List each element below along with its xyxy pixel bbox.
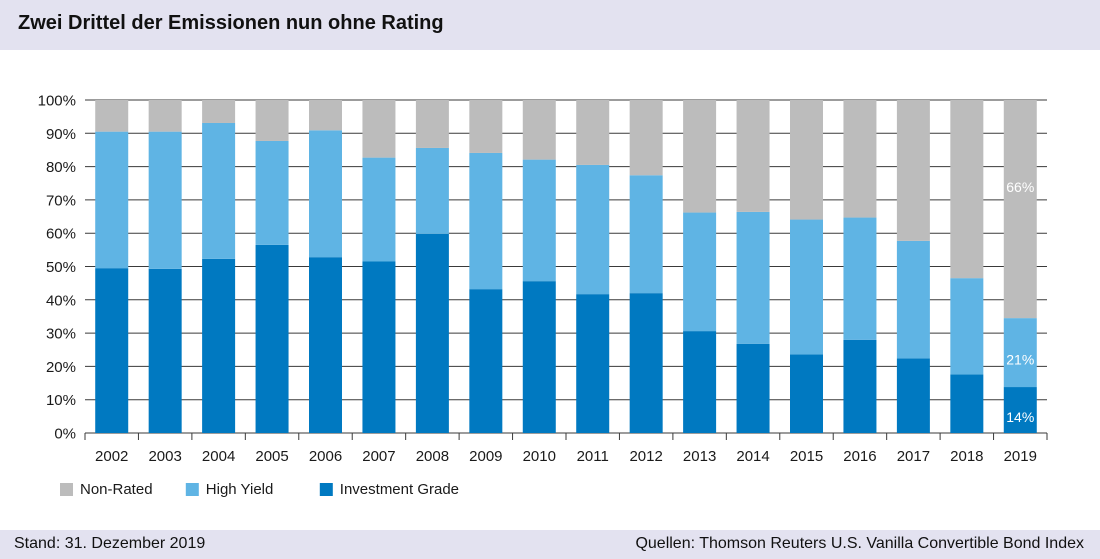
- legend-label: High Yield: [206, 481, 274, 498]
- legend-label: Non-Rated: [80, 481, 153, 498]
- footer-bar: Stand: 31. Dezember 2019 Quellen: Thomso…: [0, 530, 1100, 559]
- bar-non-rated-2005: [255, 100, 289, 141]
- bar-investment-grade-2006: [309, 257, 342, 433]
- y-tick-label: 100%: [38, 93, 76, 110]
- x-tick-label: 2007: [362, 448, 395, 465]
- y-tick-label: 30%: [46, 326, 76, 343]
- legend-swatch-high-yield: [185, 483, 199, 496]
- bar-high-yield-2014: [736, 211, 770, 344]
- x-tick-label: 2011: [577, 448, 609, 465]
- bar-high-yield-2017: [896, 240, 930, 359]
- legend-swatch-non-rated: [60, 483, 73, 496]
- data-label: 14%: [1006, 409, 1034, 425]
- y-tick-label: 90%: [46, 126, 76, 143]
- y-tick-label: 20%: [46, 359, 76, 376]
- bar-investment-grade-2007: [362, 261, 396, 433]
- x-tick-label: 2019: [1004, 448, 1037, 465]
- bar-high-yield-2018: [950, 278, 984, 375]
- bar-high-yield-2015: [790, 219, 823, 355]
- bar-high-yield-2004: [202, 122, 236, 259]
- bar-investment-grade-2002: [95, 268, 129, 433]
- bar-non-rated-2015: [790, 100, 823, 220]
- footer-source: Quellen: Thomson Reuters U.S. Vanilla Co…: [635, 535, 1084, 552]
- y-tick-label: 70%: [46, 192, 76, 209]
- bar-investment-grade-2011: [576, 294, 610, 433]
- bar-high-yield-2006: [309, 130, 342, 258]
- bar-non-rated-2014: [736, 100, 770, 212]
- bar-non-rated-2013: [683, 100, 717, 213]
- bar-non-rated-2012: [629, 100, 663, 176]
- bar-high-yield-2003: [148, 131, 182, 269]
- bar-high-yield-2008: [415, 147, 449, 234]
- y-tick-label: 60%: [46, 226, 76, 243]
- bar-high-yield-2002: [95, 131, 129, 269]
- bar-investment-grade-2009: [469, 289, 503, 433]
- x-tick-label: 2018: [950, 448, 983, 465]
- x-tick-label: 2005: [255, 448, 288, 465]
- bar-non-rated-2017: [896, 100, 930, 241]
- header-bar: Zwei Drittel der Emissionen nun ohne Rat…: [0, 0, 1100, 50]
- bar-non-rated-2019: [1003, 100, 1037, 319]
- legend-swatch-investment-grade: [319, 483, 333, 496]
- bar-non-rated-2002: [95, 100, 129, 132]
- bar-high-yield-2016: [843, 217, 877, 340]
- bar-investment-grade-2019: [1003, 387, 1037, 433]
- x-tick-label: 2003: [148, 448, 181, 465]
- bar-investment-grade-2008: [415, 233, 449, 433]
- y-tick-label: 40%: [46, 292, 76, 309]
- data-label: 66%: [1006, 179, 1034, 195]
- x-tick-label: 2014: [736, 448, 769, 465]
- bar-high-yield-2010: [522, 159, 556, 282]
- bar-investment-grade-2003: [148, 268, 182, 433]
- y-tick-label: 50%: [46, 259, 76, 276]
- bar-high-yield-2019: [1003, 318, 1037, 388]
- x-tick-label: 2016: [843, 448, 876, 465]
- chart-area: 0% 10% 20% 30% 40% 50% 60% 70% 80% 90% 100% 2002 200…: [0, 50, 1100, 530]
- data-label: 21%: [1006, 351, 1034, 367]
- bar-investment-grade-2005: [255, 244, 289, 433]
- x-tick-label: 2017: [897, 448, 930, 465]
- bar-non-rated-2007: [362, 100, 396, 158]
- y-tick-label: 0%: [54, 426, 76, 443]
- x-tick-label: 2006: [309, 448, 342, 465]
- bar-high-yield-2009: [469, 152, 503, 290]
- bar-non-rated-2018: [950, 100, 984, 279]
- x-tick-label: 2012: [629, 448, 662, 465]
- x-tick-label: 2013: [683, 448, 716, 465]
- y-tick-label: 10%: [46, 392, 76, 409]
- bar-high-yield-2011: [576, 164, 610, 295]
- y-tick-label: 80%: [46, 159, 76, 176]
- x-tick-label: 2008: [416, 448, 449, 465]
- x-tick-label: 2002: [95, 448, 128, 465]
- bar-non-rated-2008: [415, 100, 449, 148]
- bar-investment-grade-2014: [736, 343, 770, 433]
- bar-non-rated-2006: [309, 100, 342, 131]
- bar-non-rated-2010: [522, 100, 556, 160]
- bar-high-yield-2013: [683, 212, 717, 332]
- bar-non-rated-2011: [576, 100, 610, 165]
- bar-non-rated-2003: [148, 100, 182, 132]
- bar-high-yield-2012: [629, 175, 663, 294]
- bar-non-rated-2004: [202, 100, 236, 123]
- bar-investment-grade-2017: [896, 358, 930, 433]
- stacked-bar-chart: 0% 10% 20% 30% 40% 50% 60% 70% 80% 90% 100% 2002 200…: [38, 93, 1048, 498]
- x-tick-label: 2010: [523, 448, 556, 465]
- bar-investment-grade-2018: [950, 374, 984, 433]
- bar-investment-grade-2016: [843, 339, 877, 433]
- bar-investment-grade-2012: [629, 293, 663, 433]
- bar-investment-grade-2013: [683, 331, 717, 433]
- legend-label: Investment Grade: [340, 481, 459, 498]
- bar-investment-grade-2004: [202, 258, 236, 433]
- chart-title: Zwei Drittel der Emissionen nun ohne Rat…: [18, 12, 444, 34]
- x-tick-label: 2009: [469, 448, 502, 465]
- bar-high-yield-2005: [255, 140, 289, 245]
- bar-non-rated-2009: [469, 100, 503, 153]
- bar-investment-grade-2015: [790, 354, 823, 433]
- footer-date: Stand: 31. Dezember 2019: [14, 535, 206, 552]
- x-tick-label: 2015: [790, 448, 823, 465]
- bar-investment-grade-2010: [522, 281, 556, 433]
- bar-high-yield-2007: [362, 157, 396, 262]
- bar-non-rated-2016: [843, 100, 877, 218]
- x-tick-label: 2004: [202, 448, 235, 465]
